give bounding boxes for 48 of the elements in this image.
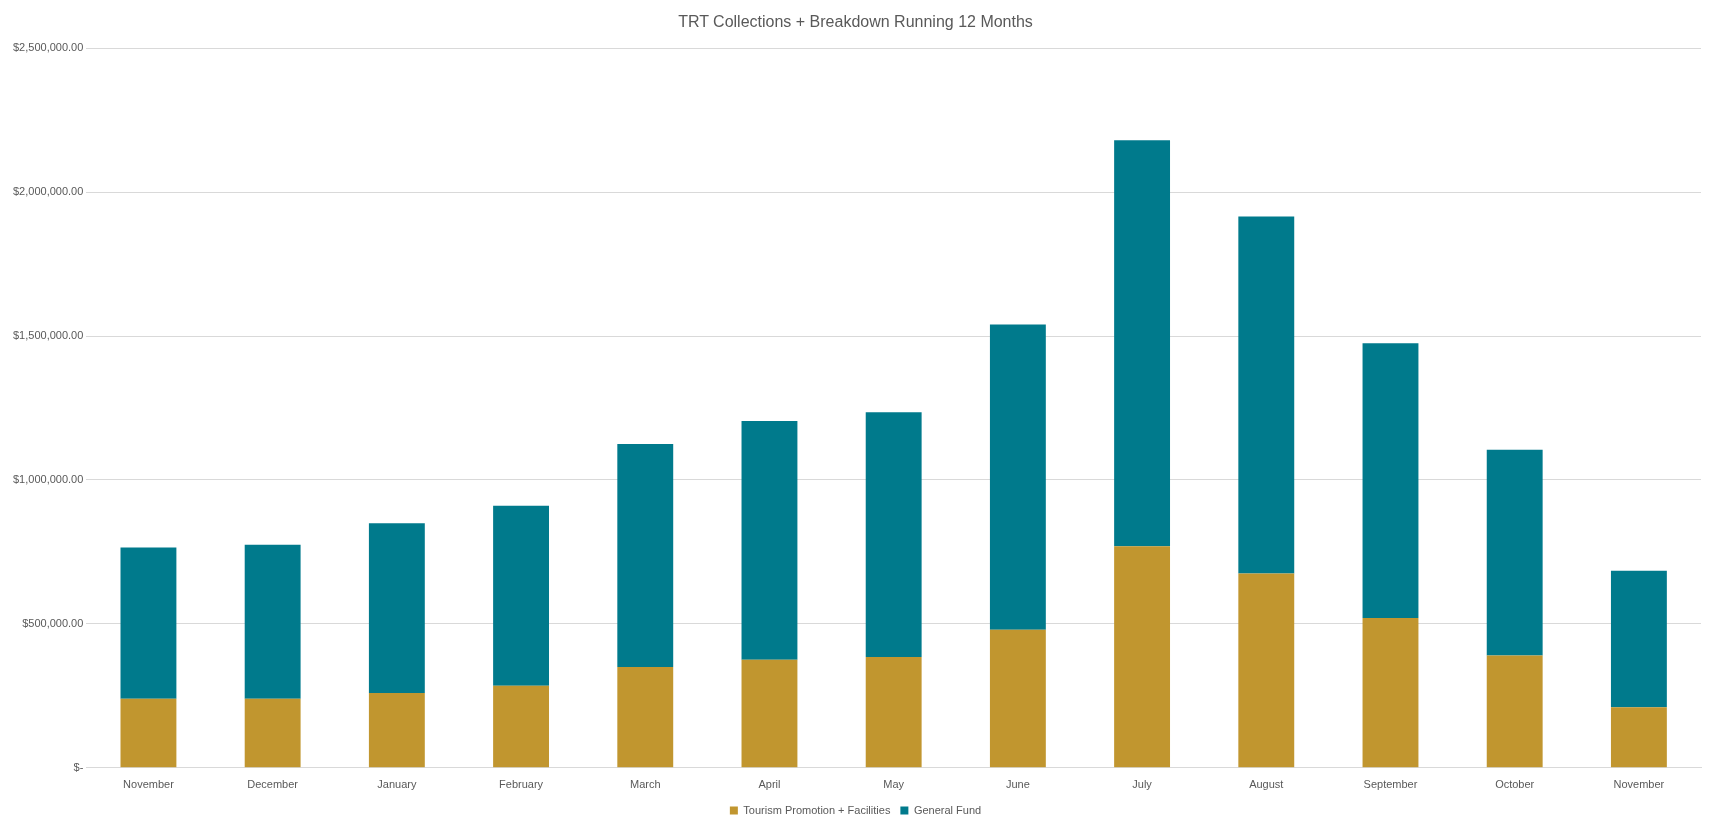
x-tick-label: February [499,778,544,791]
bar [989,629,1046,768]
x-tick-label: December [247,778,299,791]
bar [120,698,177,768]
bar [1362,343,1419,619]
bar [1238,216,1295,574]
bar [989,324,1046,630]
y-tick-label: $500,000.00 [22,616,84,629]
bar [741,420,798,660]
bar [1238,573,1295,768]
y-tick-label: $1,000,000.00 [12,472,84,485]
x-tick-label: September [1363,778,1418,791]
bar [120,547,177,699]
y-tick-label: $- [73,760,84,773]
legend-label: General Fund [913,803,982,816]
bar [1114,546,1171,768]
x-tick-label: May [883,778,905,791]
legend-label: Tourism Promotion + Facilities [743,803,891,816]
x-tick-label: November [1613,778,1665,791]
bar [1610,707,1667,768]
y-tick-label: $2,000,000.00 [12,185,84,198]
chart-title: TRT Collections + Breakdown Running 12 Months [678,13,1033,31]
x-tick-label: March [629,778,661,791]
bar [368,523,425,693]
bar [865,656,922,768]
bar [1486,449,1543,656]
x-tick-label: July [1132,778,1153,791]
bar [1486,655,1543,768]
y-tick-label: $2,500,000.00 [12,41,84,54]
bar [865,412,922,657]
bar [741,659,798,768]
bar [1362,618,1419,768]
bar [1114,140,1171,547]
bar [244,698,301,768]
x-tick-label: August [1249,778,1284,791]
bar [617,667,674,768]
x-tick-label: January [377,778,417,791]
bar [493,685,550,768]
bar [493,505,550,686]
x-tick-label: November [123,778,175,791]
y-tick-label: $1,500,000.00 [12,329,84,342]
x-tick-label: October [1495,778,1535,791]
bar [617,443,674,668]
bar [244,544,301,699]
bar [368,692,425,768]
x-tick-label: April [758,778,781,791]
x-tick-label: June [1005,778,1030,791]
bar [1610,570,1667,708]
